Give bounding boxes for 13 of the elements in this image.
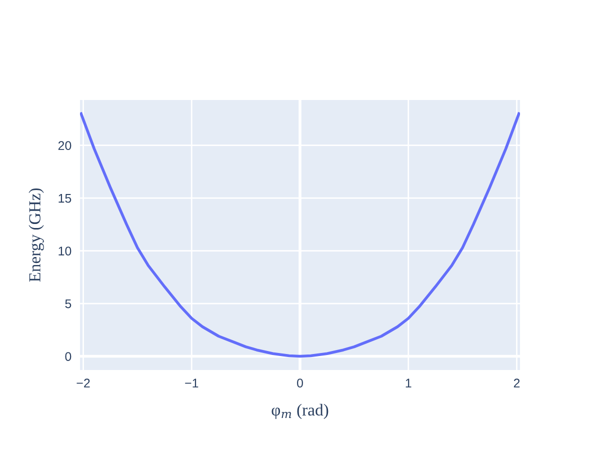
x-tick-label: 1 xyxy=(406,378,412,388)
y-tick-label: 20 xyxy=(58,141,72,150)
y-tick-label: 10 xyxy=(58,246,72,256)
x-tick-label: 0 xyxy=(297,378,303,388)
y-tick-label: 0 xyxy=(65,352,72,361)
line-series xyxy=(80,112,520,358)
x-tick-label: −1 xyxy=(185,378,198,388)
x-tick-label: 2 xyxy=(514,378,520,388)
x-axis-title: φ$_{m}$ (rad) xyxy=(272,404,328,419)
y-tick-label: 5 xyxy=(65,299,72,308)
y-tick-label: 15 xyxy=(58,194,72,203)
y-axis-title: Energy (GHz) xyxy=(28,188,44,282)
x-tick-label: −2 xyxy=(76,378,90,388)
